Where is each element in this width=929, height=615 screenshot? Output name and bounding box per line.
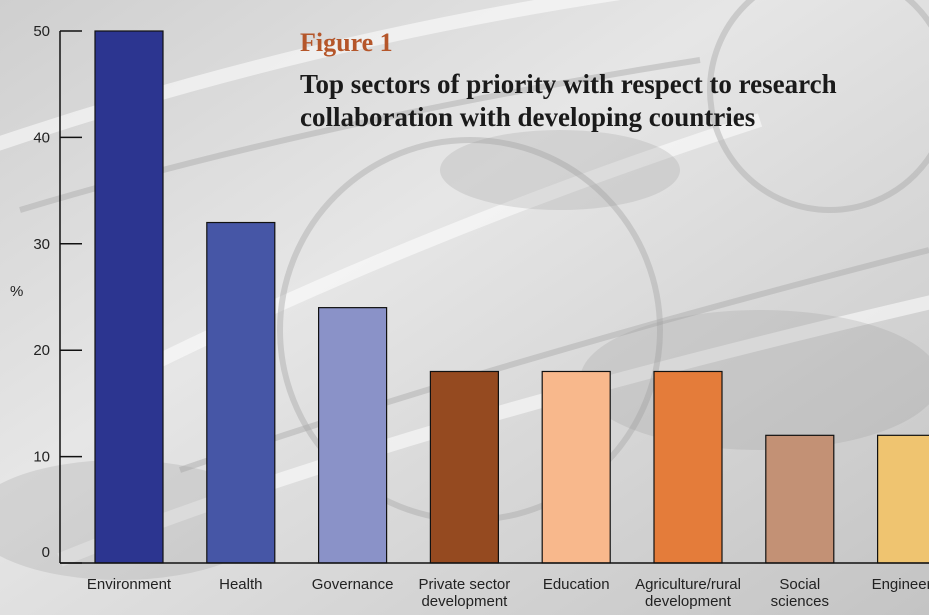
- bar-governance: [318, 307, 388, 564]
- x-tick-label: Environment: [87, 576, 172, 593]
- y-axis-label: %: [10, 283, 24, 300]
- y-tick-label: 30: [33, 236, 50, 253]
- y-tick-label: 50: [33, 23, 50, 40]
- x-tick-label: Governance: [312, 576, 394, 593]
- bar-education: [541, 370, 611, 564]
- bar-agriculture-rural-development: [653, 370, 723, 564]
- x-tick-label: Engineering: [872, 576, 929, 593]
- y-tick-label: 0: [42, 544, 50, 561]
- bar-social-sciences: [765, 434, 835, 564]
- bar-private-sector-development: [429, 370, 499, 564]
- y-tick-label: 10: [33, 449, 50, 466]
- y-tick-label: 20: [33, 342, 50, 359]
- bar-environment: [94, 30, 164, 564]
- x-tick-label: Social sciences: [771, 576, 829, 610]
- x-tick-label: Private sector development: [419, 576, 511, 610]
- y-tick-label: 40: [33, 129, 50, 146]
- x-tick-label: Health: [219, 576, 262, 593]
- figure-label: Figure 1: [300, 28, 393, 57]
- x-tick-label: Agriculture/rural development: [635, 576, 741, 610]
- x-tick-label: Education: [543, 576, 610, 593]
- chart-title: Top sectors of priority with respect to …: [300, 69, 837, 132]
- bar-health: [206, 221, 276, 564]
- bar-engineering: [876, 434, 929, 564]
